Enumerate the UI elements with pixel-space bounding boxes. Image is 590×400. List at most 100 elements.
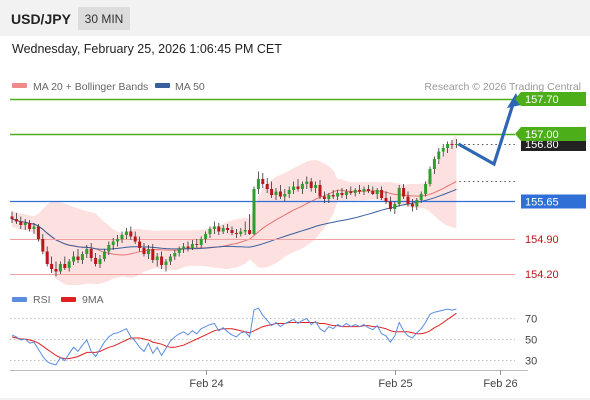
rsi-panel: 70 50 30 bbox=[10, 307, 537, 368]
candle-body bbox=[133, 236, 137, 242]
candle-body bbox=[226, 228, 230, 230]
candle-body bbox=[217, 226, 221, 232]
candle-body bbox=[120, 235, 124, 239]
candle-body bbox=[186, 246, 190, 248]
x-tick-label: Feb 26 bbox=[483, 378, 517, 390]
candle-body bbox=[393, 204, 397, 209]
candle-body bbox=[182, 246, 186, 249]
level-label-155.65-text: 155.65 bbox=[525, 197, 559, 209]
rsi-tick-label-70: 70 bbox=[525, 314, 537, 326]
candle-body bbox=[305, 181, 309, 184]
candle-body bbox=[388, 201, 392, 209]
candle-body bbox=[116, 239, 120, 242]
level-label-157.70-text: 157.70 bbox=[525, 94, 559, 106]
candle-body bbox=[50, 264, 54, 269]
candle-body bbox=[146, 249, 150, 254]
candle-body bbox=[208, 229, 212, 234]
candle-body bbox=[212, 226, 216, 229]
price-level-labels: 156.80 157.70 157.00 155.65 154.90 154.20 bbox=[515, 92, 586, 281]
candle-body bbox=[76, 256, 80, 260]
candle-body bbox=[296, 186, 300, 189]
candle-body bbox=[415, 200, 419, 207]
ma50-line bbox=[11, 188, 457, 250]
candle-body bbox=[380, 190, 384, 198]
level-label-154.20: 154.20 bbox=[525, 269, 559, 281]
candle-body bbox=[155, 256, 159, 260]
candle-body bbox=[23, 223, 27, 225]
candle-body bbox=[45, 251, 49, 264]
candle-body bbox=[67, 261, 71, 268]
candle-body bbox=[168, 256, 172, 262]
candle-body bbox=[252, 189, 256, 234]
candle-body bbox=[173, 253, 177, 257]
candle-body bbox=[318, 185, 322, 197]
bollinger-band-area bbox=[12, 134, 457, 286]
candle-body bbox=[340, 193, 344, 195]
candle-body bbox=[107, 245, 111, 252]
candle-body bbox=[243, 230, 247, 232]
candle-body bbox=[195, 244, 199, 245]
candle-body bbox=[19, 221, 23, 225]
candle-body bbox=[151, 249, 155, 260]
candle-body bbox=[371, 191, 375, 194]
candle-body bbox=[331, 195, 335, 197]
candle-body bbox=[199, 239, 203, 245]
candle-body bbox=[261, 179, 265, 184]
candle-body bbox=[80, 254, 84, 260]
candle-body bbox=[142, 248, 146, 254]
forecast-arrow bbox=[457, 103, 515, 167]
candle-body bbox=[353, 190, 357, 193]
candle-body bbox=[283, 194, 287, 197]
level-label-157.00-tag bbox=[515, 127, 586, 141]
candle-body bbox=[441, 148, 445, 152]
candle-body bbox=[32, 226, 36, 229]
candle-body bbox=[336, 193, 340, 197]
candle-body bbox=[230, 230, 234, 233]
rsi-legend-label: RSI bbox=[33, 294, 51, 306]
candle-body bbox=[349, 191, 353, 193]
candle-body bbox=[190, 244, 194, 248]
candle-body bbox=[177, 249, 181, 253]
candle-body bbox=[58, 264, 62, 272]
candle-body bbox=[221, 228, 225, 232]
rsi-tick-label-30: 30 bbox=[525, 356, 537, 368]
rsi-ma-legend-label: 9MA bbox=[82, 294, 104, 306]
footer-strip bbox=[0, 398, 590, 400]
candle-body bbox=[98, 259, 102, 264]
x-tick-label: Feb 24 bbox=[189, 378, 223, 390]
candle-body bbox=[322, 196, 326, 199]
candle-body bbox=[265, 184, 269, 189]
candle-body bbox=[309, 181, 313, 188]
timeframe-badge[interactable] bbox=[78, 7, 130, 30]
candle-body bbox=[138, 241, 142, 248]
timeframe-label: 30 MIN bbox=[85, 12, 124, 26]
candle-body bbox=[160, 256, 164, 265]
rsi-tick-label-50: 50 bbox=[525, 335, 537, 347]
candle-body bbox=[362, 189, 366, 192]
level-label-157.00-text: 157.00 bbox=[525, 129, 559, 141]
candle-body bbox=[239, 231, 243, 234]
candle-body bbox=[28, 223, 32, 229]
candle-body bbox=[366, 189, 370, 191]
level-label-154.90: 154.90 bbox=[525, 234, 559, 246]
datetime-label: Wednesday, February 25, 2026 1:06:45 PM … bbox=[12, 42, 282, 56]
candle-body bbox=[432, 159, 436, 169]
candle-body bbox=[164, 261, 168, 265]
candle-body bbox=[274, 191, 278, 195]
candle-body bbox=[454, 144, 458, 145]
candle-body bbox=[54, 269, 58, 272]
candle-body bbox=[446, 144, 450, 148]
candle-body bbox=[437, 151, 441, 159]
candle-body bbox=[406, 196, 410, 204]
symbol-title: USD/JPY bbox=[11, 11, 72, 27]
candle-body bbox=[327, 195, 331, 199]
rsi-ma-line bbox=[11, 312, 457, 360]
candle-body bbox=[384, 198, 388, 202]
candle-body bbox=[270, 189, 274, 195]
candle-body bbox=[124, 231, 128, 235]
candle-body bbox=[424, 184, 428, 194]
candle-body bbox=[402, 188, 406, 197]
candle-body bbox=[85, 249, 89, 254]
candle-body bbox=[428, 169, 432, 184]
